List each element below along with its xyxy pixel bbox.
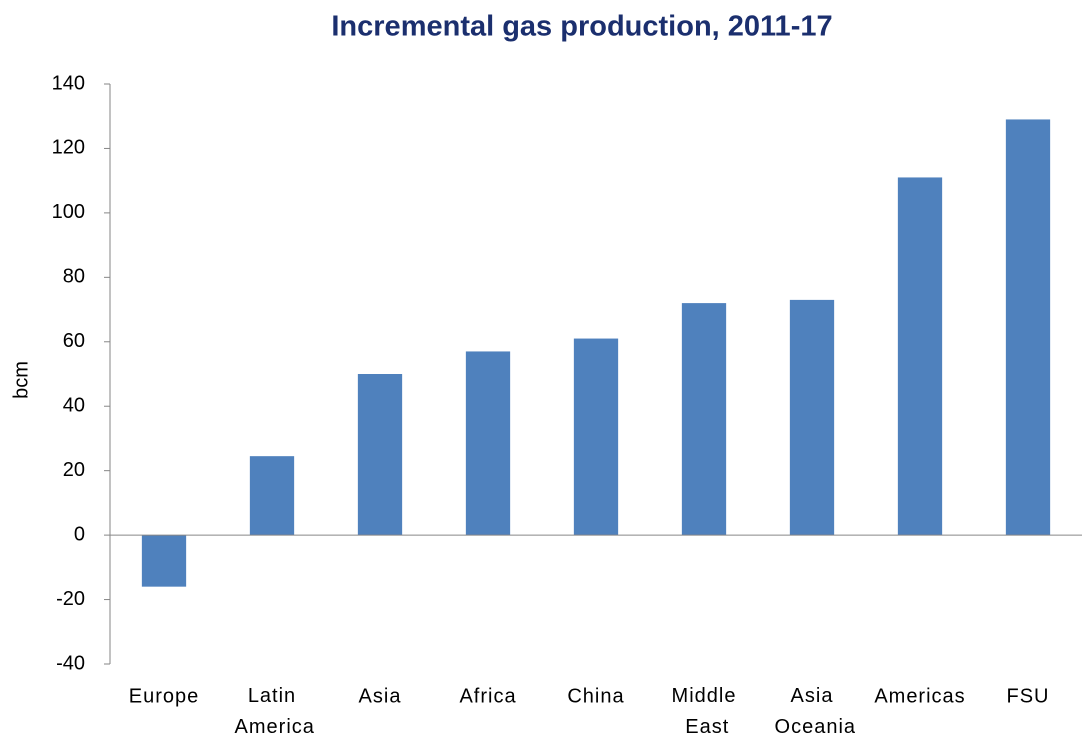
y-tick-label: 40 bbox=[63, 395, 85, 417]
x-tick-label: Asia Oceania bbox=[768, 685, 856, 738]
bar bbox=[1005, 119, 1051, 536]
y-axis-label: bcm bbox=[10, 361, 32, 399]
x-tick-label: Africa bbox=[459, 685, 516, 707]
y-tick-label: 60 bbox=[63, 330, 85, 352]
y-tick-label: 100 bbox=[52, 201, 85, 223]
x-tick-label: Asia bbox=[359, 685, 402, 707]
bar bbox=[573, 338, 619, 536]
y-tick-label: 80 bbox=[63, 266, 85, 288]
bar bbox=[357, 374, 403, 536]
bar bbox=[141, 535, 187, 587]
y-tick-label: -40 bbox=[56, 652, 85, 674]
x-tick-label: Latin America bbox=[229, 685, 315, 738]
chart-title: Incremental gas production, 2011-17 bbox=[331, 11, 832, 43]
bar bbox=[249, 456, 295, 536]
y-tick-label: -20 bbox=[56, 588, 85, 610]
x-tick-label: Europe bbox=[129, 685, 200, 707]
x-tick-label: Americas bbox=[874, 685, 965, 707]
y-tick-label: 0 bbox=[74, 523, 85, 545]
bar bbox=[897, 177, 943, 536]
y-tick-label: 140 bbox=[52, 72, 85, 94]
x-tick-label: FSU bbox=[1007, 685, 1050, 707]
y-tick-label: 20 bbox=[63, 459, 85, 481]
bar bbox=[681, 303, 727, 536]
bar bbox=[465, 351, 511, 536]
bar bbox=[789, 299, 835, 536]
x-tick-label: Middle East bbox=[672, 685, 737, 738]
y-tick-label: 120 bbox=[52, 137, 85, 159]
x-tick-label: China bbox=[567, 685, 624, 707]
